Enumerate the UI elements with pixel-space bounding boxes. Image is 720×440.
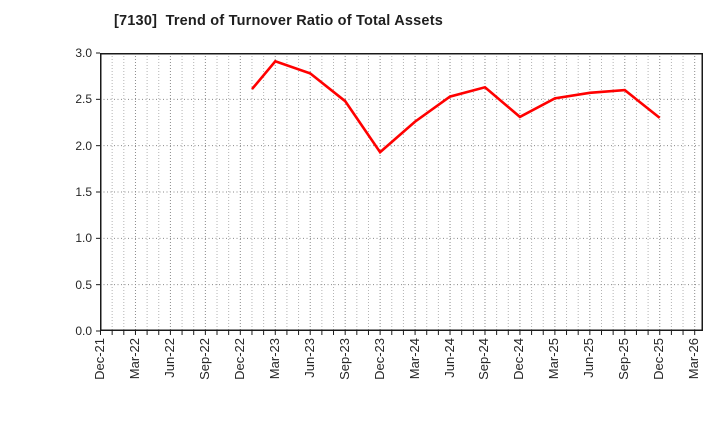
x-tick-label: Sep-24 <box>476 338 492 380</box>
x-tick-label: Mar-25 <box>546 338 562 380</box>
y-tick-label: 1.0 <box>75 231 92 246</box>
y-tick-label: 2.0 <box>75 138 92 153</box>
x-tick-label: Mar-24 <box>406 338 422 380</box>
x-tick-label: Dec-22 <box>231 338 247 380</box>
y-tick-label: 1.5 <box>75 185 92 199</box>
x-tick-label: Jun-22 <box>161 338 177 378</box>
chart-canvas <box>96 52 703 335</box>
x-tick-label: Mar-23 <box>266 338 282 380</box>
x-tick-label: Jun-25 <box>581 338 597 378</box>
x-tick-label: Jun-23 <box>301 338 317 378</box>
x-tick-label: Sep-23 <box>336 338 352 380</box>
x-tick-label: Dec-25 <box>651 338 667 380</box>
x-tick-label: Mar-22 <box>126 338 142 380</box>
turnover-ratio-line <box>251 59 661 155</box>
x-tick-label: Dec-21 <box>92 338 107 380</box>
plot-area <box>96 52 703 335</box>
x-tick-label: Mar-26 <box>686 338 702 380</box>
x-tick-label: Jun-24 <box>441 338 457 378</box>
chart-title: [7130] Trend of Turnover Ratio of Total … <box>114 13 443 29</box>
y-tick-label: 0.5 <box>75 277 92 292</box>
x-tick-label: Dec-24 <box>511 338 527 380</box>
x-tick-label: Dec-23 <box>371 338 387 380</box>
y-tick-label: 0.0 <box>75 324 92 338</box>
y-tick-label: 3.0 <box>75 46 92 60</box>
x-tick-label: Sep-25 <box>616 338 632 380</box>
plot-border <box>100 53 703 331</box>
x-tick-label: Sep-22 <box>196 338 212 380</box>
y-tick-label: 2.5 <box>75 92 92 107</box>
